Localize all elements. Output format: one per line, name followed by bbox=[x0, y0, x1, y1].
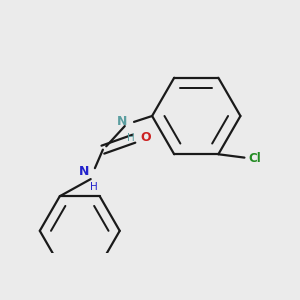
Text: Cl: Cl bbox=[249, 152, 261, 165]
Text: O: O bbox=[140, 130, 151, 143]
Text: N: N bbox=[79, 165, 89, 178]
Text: H: H bbox=[90, 182, 98, 192]
Text: H: H bbox=[127, 133, 135, 143]
Text: N: N bbox=[116, 115, 127, 128]
